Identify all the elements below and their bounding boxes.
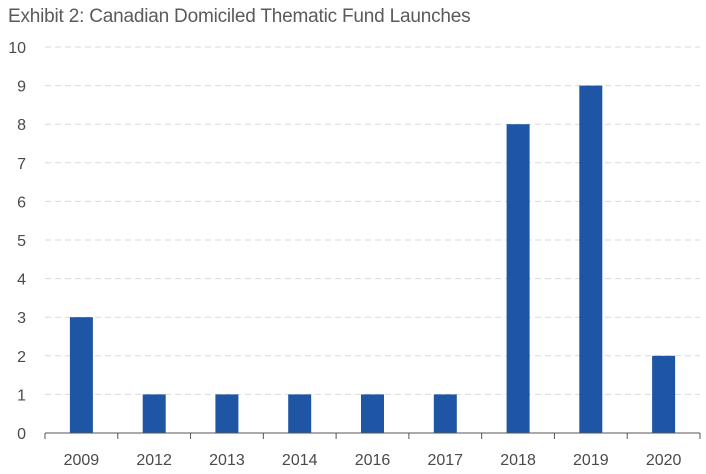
y-tick-label: 5 <box>17 233 26 250</box>
bar-2014 <box>288 394 312 433</box>
bar-2019 <box>579 85 603 433</box>
x-axis <box>44 432 701 439</box>
y-axis-tick-labels: 0 1 2 3 4 5 6 7 8 9 10 <box>8 40 26 443</box>
y-tick-label: 2 <box>17 349 26 366</box>
y-tick-label: 0 <box>17 426 26 443</box>
y-tick-label: 3 <box>17 310 26 327</box>
x-tick-label: 2013 <box>209 452 245 469</box>
y-tick-label: 8 <box>17 117 26 134</box>
bar-2017 <box>433 394 457 433</box>
bar-2012 <box>142 394 166 433</box>
y-tick-label: 9 <box>17 79 26 96</box>
x-tick-label: 2016 <box>355 452 391 469</box>
bar-2016 <box>361 394 384 433</box>
bar-2013 <box>215 394 239 433</box>
chart-title: Exhibit 2: Canadian Domiciled Thematic F… <box>8 6 471 27</box>
x-axis-tick-labels: 2009 2012 2013 2014 2016 2017 2018 2019 2020 <box>64 452 682 469</box>
bar-2020 <box>652 355 676 433</box>
x-tick-label: 2014 <box>282 452 318 469</box>
y-tick-label: 10 <box>8 40 26 57</box>
y-tick-label: 4 <box>17 272 26 289</box>
x-tick-label: 2019 <box>573 452 609 469</box>
bars <box>69 85 676 433</box>
bar-2018 <box>506 124 530 433</box>
x-tick-label: 2020 <box>646 452 682 469</box>
x-tick-label: 2009 <box>64 452 100 469</box>
y-tick-label: 7 <box>17 156 26 173</box>
bar-2009 <box>69 317 93 433</box>
y-tick-label: 1 <box>17 387 26 404</box>
x-tick-label: 2018 <box>500 452 536 469</box>
x-tick-label: 2017 <box>427 452 463 469</box>
x-tick-label: 2012 <box>136 452 172 469</box>
y-tick-label: 6 <box>17 194 26 211</box>
